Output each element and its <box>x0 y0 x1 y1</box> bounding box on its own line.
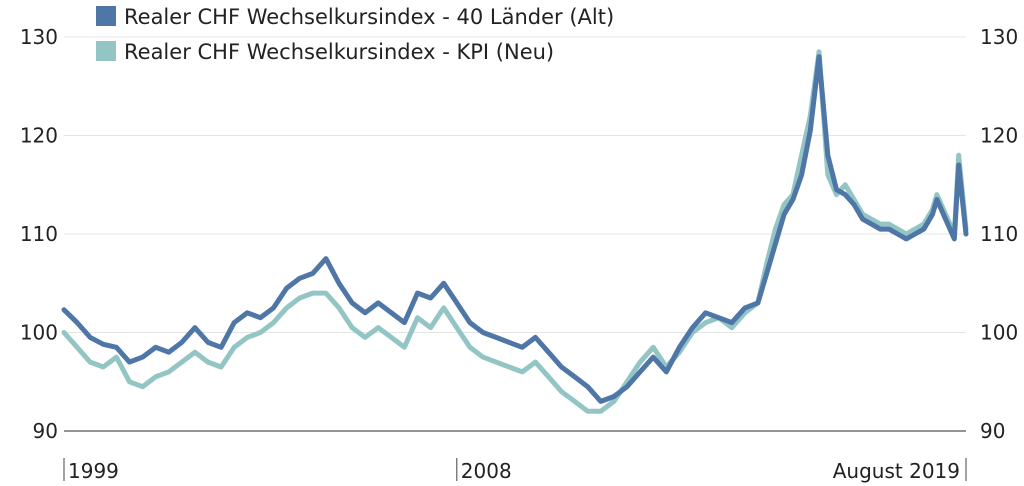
legend-label: Realer CHF Wechselkursindex - 40 Länder … <box>124 5 614 29</box>
y-tick-label-left: 110 <box>20 222 58 246</box>
y-tick-label-left: 100 <box>20 321 58 345</box>
y-axis-right: 90 100 110 120 130 <box>980 25 1018 443</box>
x-tick-label: 1999 <box>68 459 119 483</box>
y-tick-label-left: 90 <box>33 419 58 443</box>
legend-label: Realer CHF Wechselkursindex - KPI (Neu) <box>124 40 554 64</box>
y-axis-left: 90 100 110 120 130 <box>20 25 58 443</box>
y-tick-label-right: 90 <box>980 419 1005 443</box>
legend: Realer CHF Wechselkursindex - 40 Länder … <box>96 5 614 64</box>
series-lines <box>61 49 969 414</box>
series-line-1 <box>61 54 969 404</box>
y-tick-label-left: 130 <box>20 25 58 49</box>
series-line-2 <box>61 49 969 414</box>
legend-swatch <box>96 6 116 26</box>
y-tick-label-right: 100 <box>980 321 1018 345</box>
x-axis: 1999 2008 August 2019 <box>63 458 967 483</box>
y-tick-label-left: 120 <box>20 124 58 148</box>
legend-swatch <box>96 41 116 61</box>
y-tick-label-right: 120 <box>980 124 1018 148</box>
grid-lines <box>64 36 966 432</box>
y-tick-label-right: 130 <box>980 25 1018 49</box>
x-tick-label: August 2019 <box>833 459 960 483</box>
y-tick-label-right: 110 <box>980 222 1018 246</box>
x-tick-label: 2008 <box>461 459 512 483</box>
